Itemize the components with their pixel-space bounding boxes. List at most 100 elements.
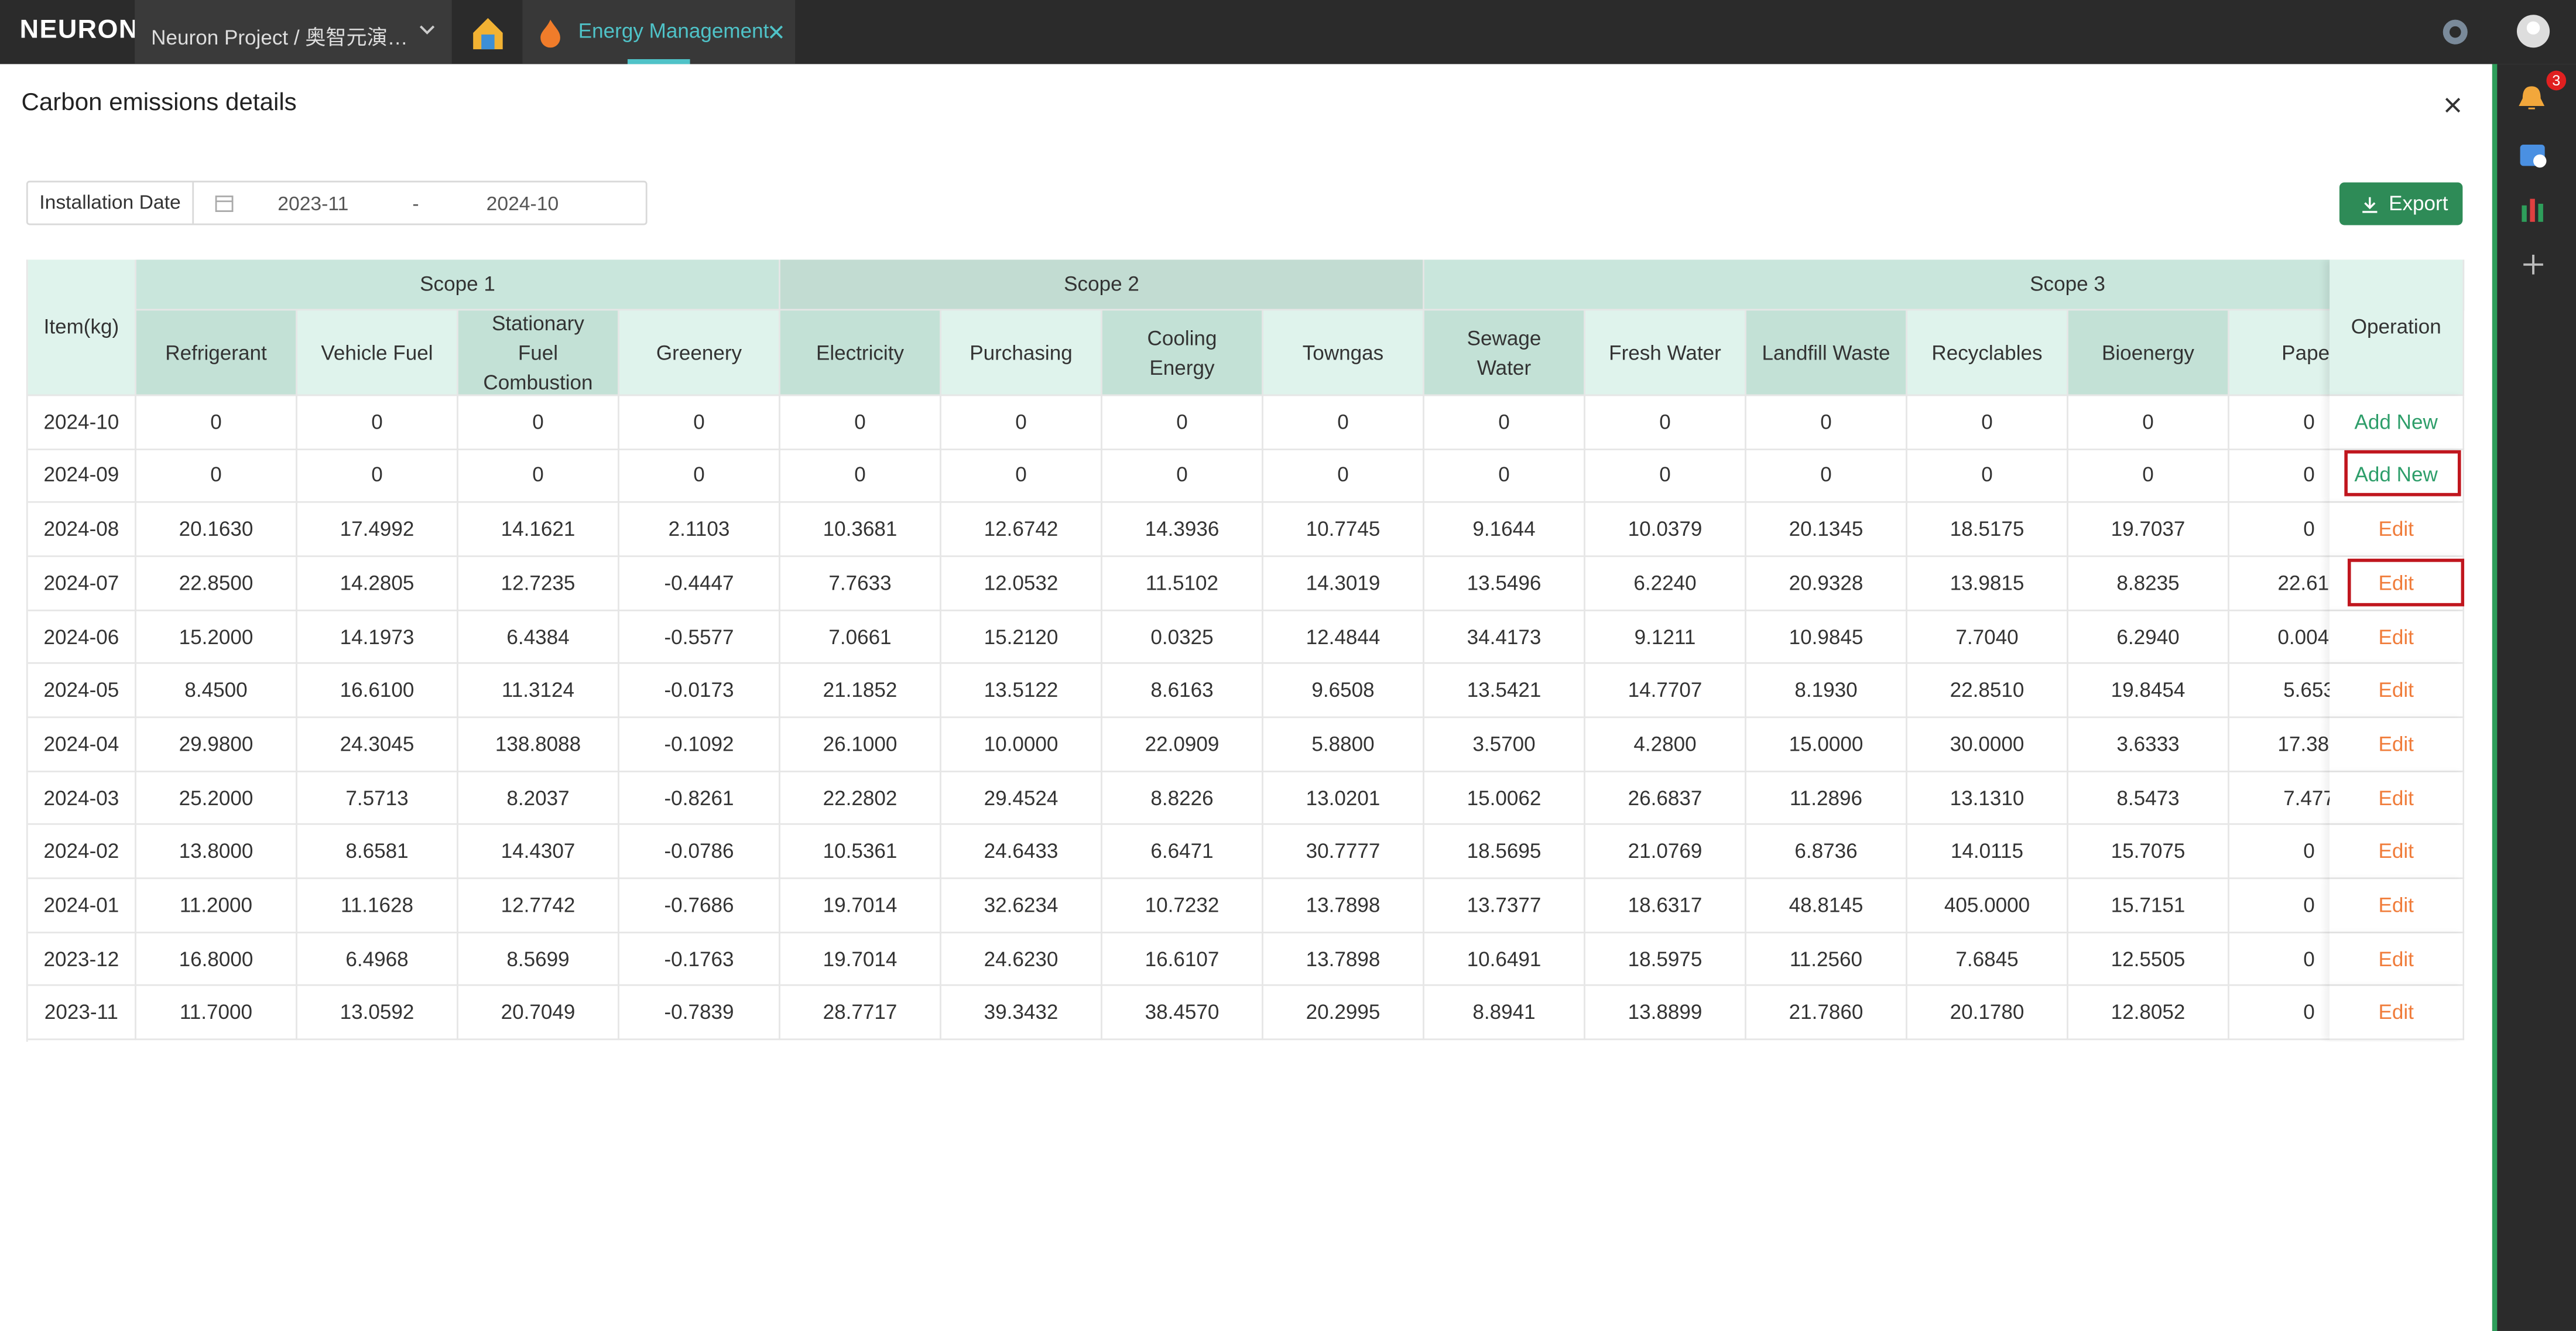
value-cell: 15.0062 <box>1424 771 1585 826</box>
value-cell: 21.0769 <box>1585 825 1746 880</box>
value-cell: 0 <box>619 396 780 450</box>
value-cell: 10.0000 <box>941 718 1102 772</box>
value-cell: 0 <box>1907 449 2068 504</box>
value-cell: 8.6581 <box>297 825 458 880</box>
value-cell: 0 <box>1746 449 1907 504</box>
action-cell[interactable]: Edit <box>2330 503 2465 557</box>
project-tab[interactable]: Neuron Project / 奥智元演… <box>135 0 452 64</box>
export-button[interactable]: Export <box>2339 182 2463 225</box>
action-cell[interactable]: Edit <box>2330 825 2465 880</box>
row-label: 2023-12 <box>28 932 136 987</box>
value-cell: -0.5577 <box>619 610 780 665</box>
action-cell[interactable]: Add New <box>2330 396 2465 450</box>
value-cell: 12.5505 <box>2068 932 2229 987</box>
value-cell: -0.4447 <box>619 557 780 611</box>
value-cell: 8.6163 <box>1102 664 1263 718</box>
row-label: 2024-08 <box>28 503 136 557</box>
date-filter[interactable]: Installation Date 2023-11 - 2024-10 <box>26 180 648 225</box>
filter-label: Installation Date <box>28 182 194 224</box>
chart-icon[interactable] <box>2519 196 2548 225</box>
action-cell[interactable]: Edit <box>2330 879 2465 933</box>
value-cell: 9.1211 <box>1585 610 1746 665</box>
value-cell: 8.5473 <box>2068 771 2229 826</box>
value-cell: 14.2805 <box>297 557 458 611</box>
highlight-box <box>2344 450 2461 497</box>
value-cell: 8.5699 <box>458 932 619 987</box>
value-cell: 18.5175 <box>1907 503 2068 557</box>
value-cell: 10.5361 <box>780 825 941 880</box>
value-cell: 14.0115 <box>1907 825 2068 880</box>
value-cell: 0 <box>1907 396 2068 450</box>
value-cell: 0 <box>1585 449 1746 504</box>
value-cell: 11.7000 <box>136 986 297 1041</box>
avatar[interactable] <box>2515 13 2551 49</box>
value-cell: 18.5975 <box>1585 932 1746 987</box>
value-cell: 8.8235 <box>2068 557 2229 611</box>
action-cell[interactable]: Edit <box>2330 771 2465 826</box>
value-cell: 0 <box>780 449 941 504</box>
column-header: Landfill Waste <box>1746 310 1907 396</box>
value-cell: 6.2240 <box>1585 557 1746 611</box>
value-cell: 11.3124 <box>458 664 619 718</box>
value-cell: 11.2896 <box>1746 771 1907 826</box>
value-cell: -0.1763 <box>619 932 780 987</box>
value-cell: 29.4524 <box>941 771 1102 826</box>
action-cell[interactable]: Edit <box>2330 986 2465 1041</box>
value-cell: 0 <box>1263 449 1424 504</box>
operation-header: Operation <box>2330 259 2465 396</box>
value-cell: 9.6508 <box>1263 664 1424 718</box>
project-name: Neuron Project / 奥智元演… <box>151 26 408 50</box>
row-label: 2024-01 <box>28 879 136 933</box>
value-cell: 0 <box>136 449 297 504</box>
logo[interactable]: NEURON <box>19 16 139 45</box>
action-cell[interactable]: Edit <box>2330 610 2465 665</box>
value-cell: -0.7686 <box>619 879 780 933</box>
value-cell: 48.8145 <box>1746 879 1907 933</box>
bell-icon[interactable] <box>2517 84 2547 114</box>
action-cell[interactable]: Edit <box>2330 932 2465 987</box>
row-label: 2024-06 <box>28 610 136 665</box>
value-cell: 15.7075 <box>2068 825 2229 880</box>
value-cell: 21.7860 <box>1746 986 1907 1041</box>
energy-tab[interactable]: Energy Management <box>522 0 796 64</box>
settings-icon[interactable] <box>2440 16 2471 47</box>
value-cell: 24.6433 <box>941 825 1102 880</box>
value-cell: 13.7898 <box>1263 932 1424 987</box>
value-cell: 13.7377 <box>1424 879 1585 933</box>
value-cell: 0 <box>1585 396 1746 450</box>
tab-close[interactable] <box>769 25 783 39</box>
value-cell: 0 <box>780 396 941 450</box>
end-date[interactable]: 2024-10 <box>486 192 559 215</box>
value-cell: 15.2120 <box>941 610 1102 665</box>
value-cell: 24.6230 <box>941 932 1102 987</box>
value-cell: 13.7898 <box>1263 879 1424 933</box>
value-cell: 13.9815 <box>1907 557 2068 611</box>
value-cell: 13.8000 <box>136 825 297 880</box>
value-cell: 14.3019 <box>1263 557 1424 611</box>
value-cell: 6.4384 <box>458 610 619 665</box>
value-cell: 39.3432 <box>941 986 1102 1041</box>
value-cell: 22.0909 <box>1102 718 1263 772</box>
calendar-icon[interactable] <box>2519 140 2548 170</box>
home-icon[interactable] <box>470 15 506 51</box>
action-cell[interactable]: Edit <box>2330 664 2465 718</box>
value-cell: 20.1780 <box>1907 986 2068 1041</box>
value-cell: 7.7040 <box>1907 610 2068 665</box>
add-icon[interactable] <box>2522 253 2544 276</box>
scope-header: Scope 1 <box>136 259 780 311</box>
value-cell: 20.1345 <box>1746 503 1907 557</box>
start-date[interactable]: 2023-11 <box>278 192 349 215</box>
value-cell: 10.6491 <box>1424 932 1585 987</box>
value-cell: 38.4570 <box>1102 986 1263 1041</box>
value-cell: 13.0201 <box>1263 771 1424 826</box>
row-label: 2024-09 <box>28 449 136 504</box>
column-header: Sewage Water <box>1424 310 1585 396</box>
value-cell: 7.7633 <box>780 557 941 611</box>
value-cell: 28.7717 <box>780 986 941 1041</box>
value-cell: 9.1644 <box>1424 503 1585 557</box>
value-cell: 12.6742 <box>941 503 1102 557</box>
value-cell: 0 <box>941 396 1102 450</box>
action-cell[interactable]: Edit <box>2330 718 2465 772</box>
close-button[interactable] <box>2445 97 2461 114</box>
